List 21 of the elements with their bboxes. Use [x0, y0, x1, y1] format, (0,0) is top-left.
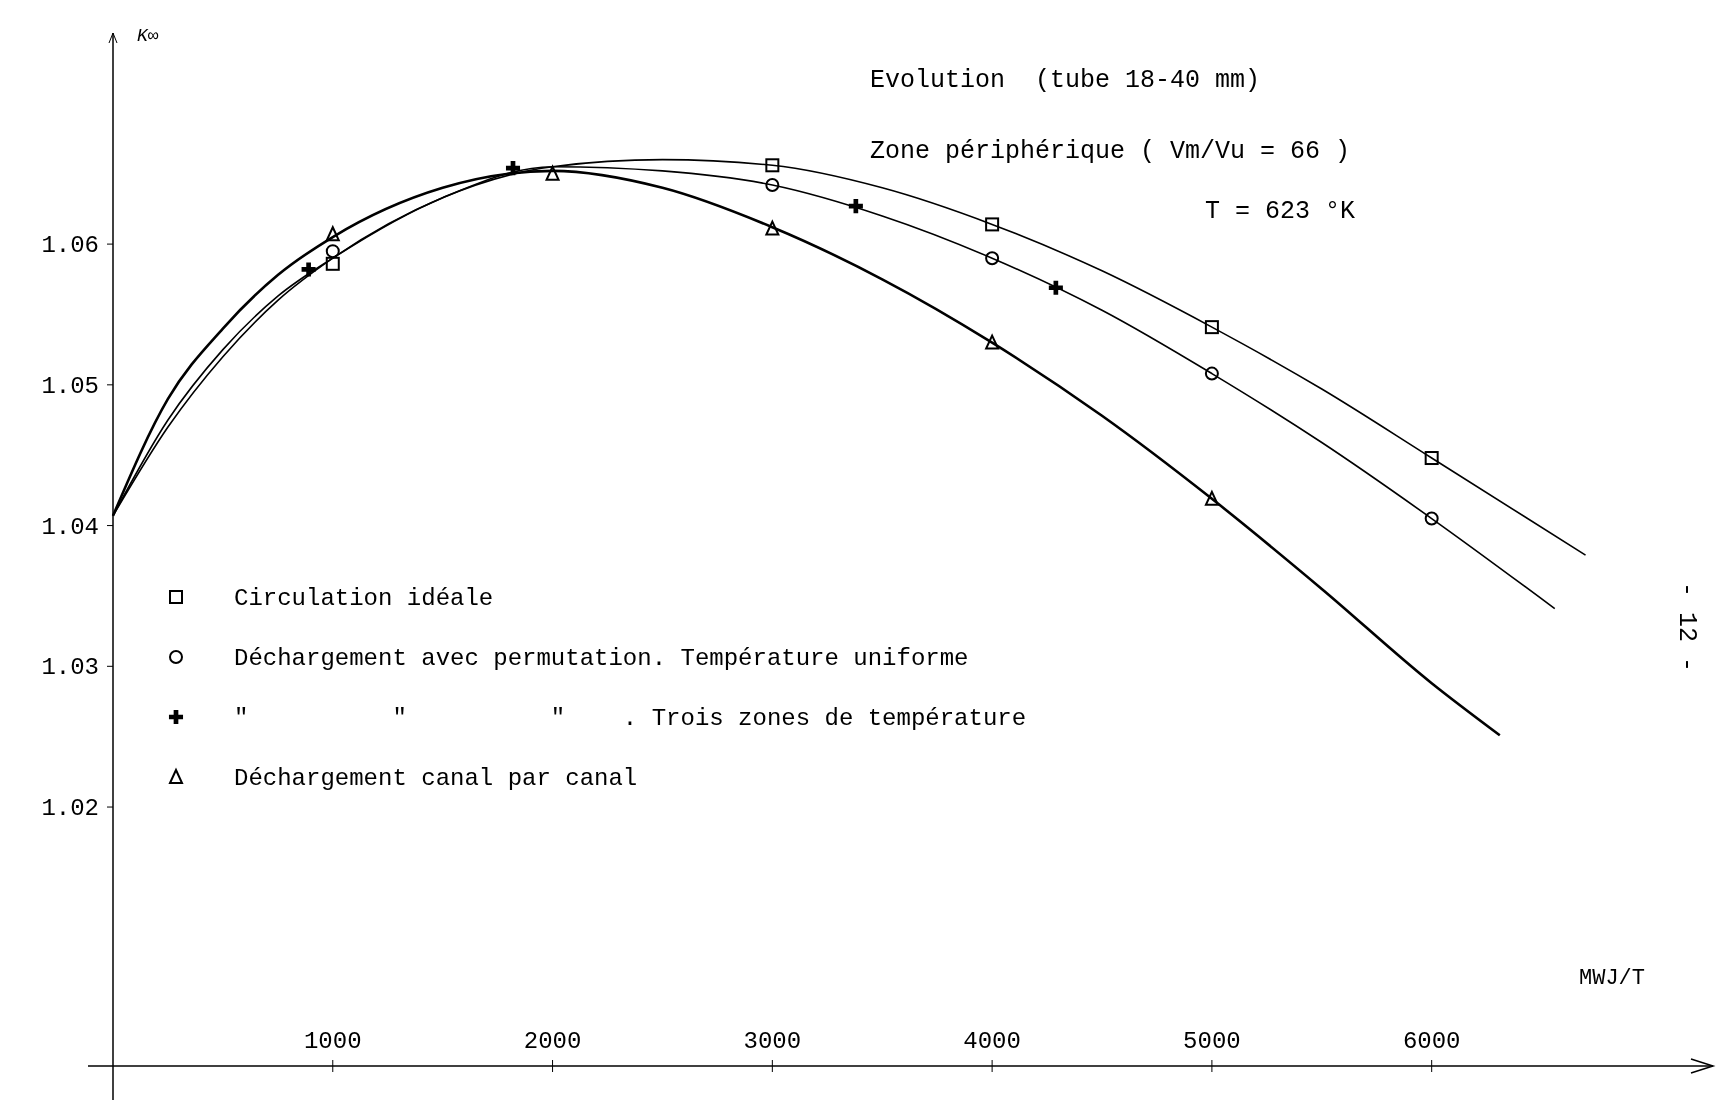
- x-tick-label: 2000: [523, 1028, 582, 1055]
- y-axis-title: K∞: [137, 26, 159, 46]
- y-tick-label: 1.06: [41, 232, 99, 260]
- legend-label: Déchargement avec permutation. Température uniforme: [234, 645, 969, 672]
- annotation: T = 623 °K: [1205, 197, 1356, 226]
- text: Evolution (tube 18-40 mm): [870, 66, 1261, 95]
- x-tick-label: 5000: [1183, 1028, 1241, 1055]
- y-tick-label: 1.05: [41, 372, 99, 400]
- legend-label: Circulation idéale: [234, 585, 494, 612]
- x-tick-label: 1000: [303, 1028, 362, 1055]
- legend-label: " " " . Trois zones de température: [234, 705, 1027, 732]
- y-tick-label: 1.02: [41, 795, 99, 823]
- x-axis-title: MWJ/T: [1578, 966, 1646, 991]
- text: Zone périphérique ( Vm/Vu = 66 ): [870, 137, 1351, 166]
- y-tick-label: 1.04: [41, 513, 99, 541]
- y-tick-label: 1.03: [41, 654, 99, 682]
- x-tick-label: 4000: [963, 1028, 1021, 1055]
- x-tick-label: 6000: [1402, 1028, 1461, 1055]
- annotation: - 12 -: [1672, 581, 1701, 673]
- x-tick-label: 3000: [743, 1028, 802, 1055]
- legend-label: Déchargement canal par canal: [234, 765, 638, 792]
